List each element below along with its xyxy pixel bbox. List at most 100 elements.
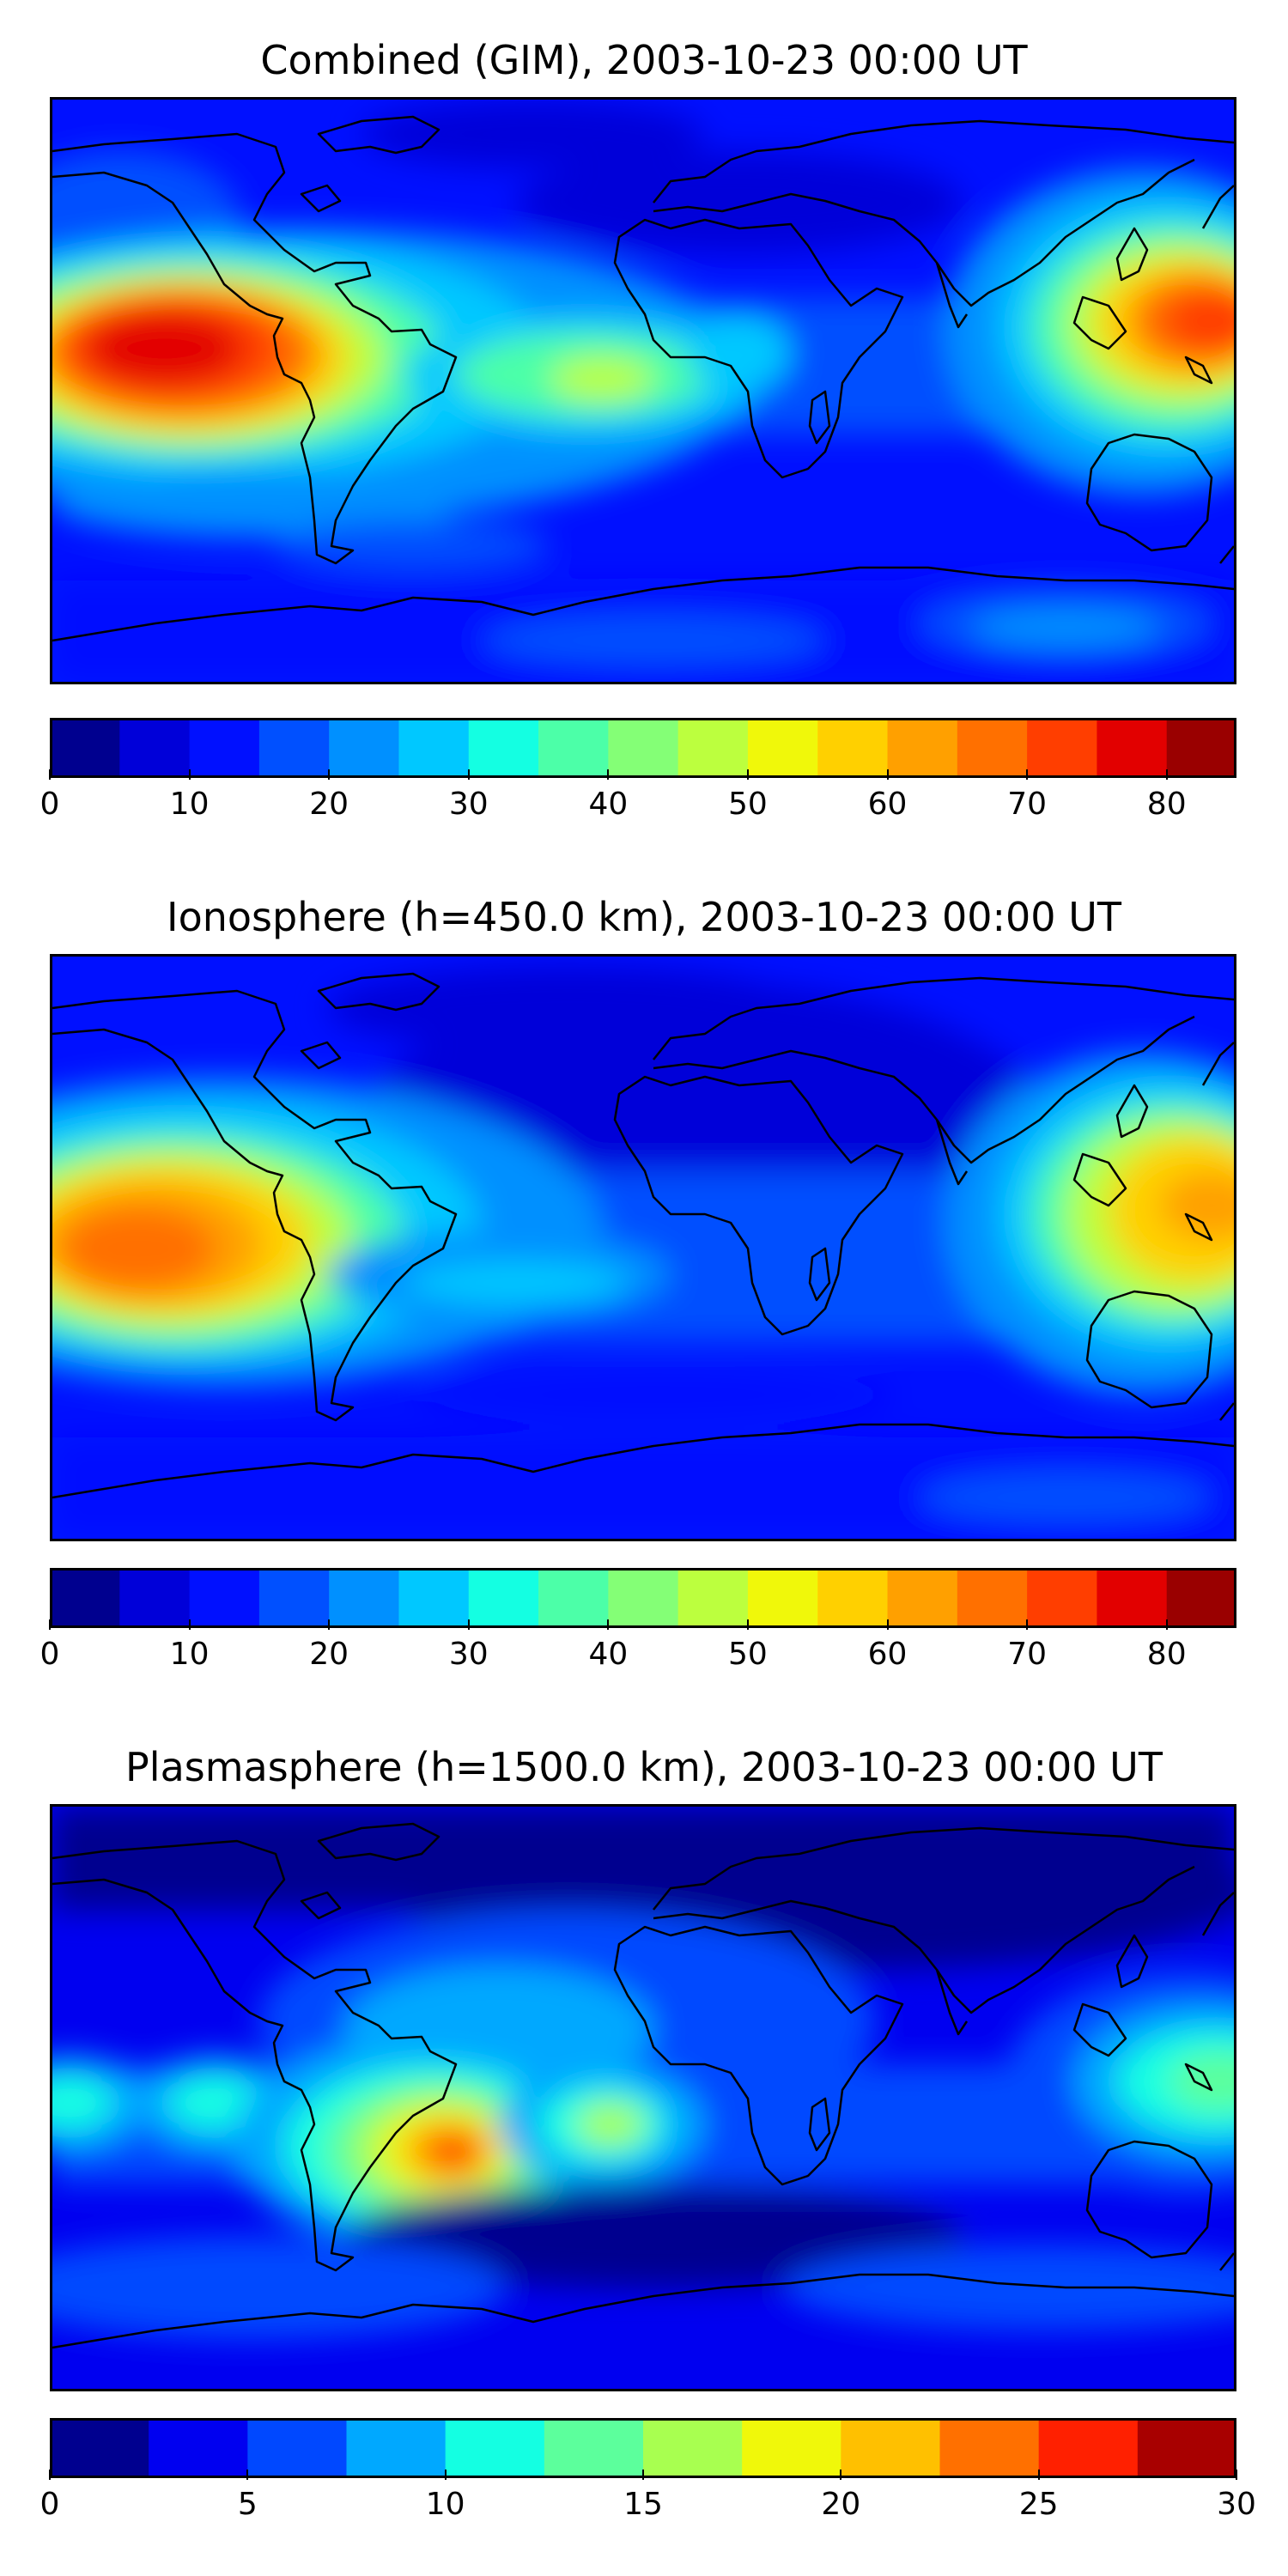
colorbar-tick-label: 70: [1007, 787, 1048, 822]
colorbar-segment: [149, 2418, 248, 2478]
map-svg: [52, 1807, 1234, 2389]
colorbar-segment: [329, 1568, 399, 1628]
colorbar-segment: [817, 718, 889, 778]
colorbar-tick-label: 0: [39, 787, 60, 822]
colorbar-tick-mark: [1165, 769, 1168, 780]
panel-title: Plasmasphere (h=1500.0 km), 2003-10-23 0…: [125, 1744, 1163, 1790]
colorbar-segment: [258, 1568, 330, 1628]
colorbar-tick-label: 80: [1146, 787, 1187, 822]
colorbar-tick-label: 20: [309, 1637, 349, 1672]
colorbar-segment: [329, 718, 399, 778]
colorbar-segment: [841, 2418, 940, 2478]
tec-map-plasmasphere: [50, 1804, 1236, 2391]
colorbar-segment: [50, 718, 120, 778]
colorbar-tick-label: 60: [867, 1637, 908, 1672]
colorbar-tick-label: 40: [588, 1637, 629, 1672]
colorbar-segment: [957, 718, 1028, 778]
colorbar-tick-label: 20: [309, 787, 349, 822]
colorbar-tick-mark: [444, 2470, 447, 2480]
colorbar-tick-mark: [886, 1619, 889, 1630]
colorbar-segment: [398, 718, 470, 778]
colorbar-segment: [1027, 718, 1097, 778]
colorbar-segment: [50, 2418, 149, 2478]
coastlines: [52, 1822, 1234, 2349]
colorbar-segment: [346, 2418, 447, 2478]
colorbar-segment: [189, 718, 260, 778]
colorbar-tick-label: 60: [867, 787, 908, 822]
colorbar-segment: [1137, 2418, 1236, 2478]
colorbar-segment: [677, 718, 749, 778]
colorbar-segment: [817, 1568, 889, 1628]
colorbar-tick-label: 20: [821, 2487, 861, 2522]
tec-map-combined: [50, 97, 1236, 684]
tec-map-ionosphere: [50, 954, 1236, 1541]
coastlines: [52, 115, 1234, 642]
colorbar-tick-mark: [746, 769, 749, 780]
colorbar-segment: [189, 1568, 260, 1628]
colorbar-tick-label: 15: [623, 2487, 663, 2522]
colorbar-segment: [1166, 718, 1236, 778]
colorbar-segment: [677, 1568, 749, 1628]
colorbar-tick-label: 40: [588, 787, 629, 822]
colorbar-tick-mark: [467, 769, 470, 780]
colorbar-tick-mark: [1037, 2470, 1040, 2480]
colorbar-segment: [608, 1568, 679, 1628]
colorbar-segment: [1027, 1568, 1097, 1628]
colorbar-tick-mark: [1236, 2470, 1237, 2480]
colorbar-segment: [643, 2418, 743, 2478]
colorbar-segment: [1038, 2418, 1139, 2478]
colorbar-segment: [258, 718, 330, 778]
colorbar-segment: [887, 1568, 958, 1628]
colorbar-ticks: 0 10 20 30 40 50 60 70 80: [40, 1619, 1236, 1673]
colorbar-tick-label: 10: [169, 787, 210, 822]
colorbar-tick-label: 25: [1018, 2487, 1059, 2522]
colorbar-border: [50, 1568, 1236, 1628]
colorbar-tick-mark: [642, 2470, 644, 2480]
colorbar-plasmasphere: [50, 2418, 1236, 2478]
colorbar-segment: [957, 1568, 1028, 1628]
panel-title: Combined (GIM), 2003-10-23 00:00 UT: [260, 37, 1028, 83]
colorbar-segment: [50, 1568, 120, 1628]
colorbar-segment: [742, 2418, 841, 2478]
colorbar-tick-mark: [49, 1619, 51, 1630]
coastlines: [52, 972, 1234, 1499]
colorbar-ticks: 0 5 10 15 20 25 30: [40, 2470, 1256, 2523]
colorbar-segment: [887, 718, 958, 778]
colorbar-tick-label: 50: [728, 1637, 768, 1672]
colorbar-segment: [1097, 1568, 1168, 1628]
colorbar-segment: [1166, 1568, 1236, 1628]
colorbar-tick-mark: [188, 769, 191, 780]
colorbar-tick-mark: [49, 769, 51, 780]
colorbar-tick-label: 30: [448, 1637, 489, 1672]
colorbar-segment: [119, 718, 191, 778]
colorbar-tick-mark: [886, 769, 889, 780]
colorbar-ionosphere: [50, 1568, 1236, 1628]
colorbar-tick-label: 30: [1217, 2487, 1256, 2522]
colorbar-segment: [247, 2418, 347, 2478]
colorbar-tick-label: 10: [425, 2487, 465, 2522]
colorbar-segment: [747, 1568, 818, 1628]
colorbar-tick-mark: [746, 1619, 749, 1630]
colorbar-tick-mark: [49, 2470, 51, 2480]
colorbar-tick-mark: [607, 769, 610, 780]
colorbar-tick-label: 50: [728, 787, 768, 822]
colorbar-tick-label: 30: [448, 787, 489, 822]
colorbar-segment: [119, 1568, 191, 1628]
colorbar-segment: [538, 1568, 609, 1628]
colorbar-tick-mark: [328, 1619, 331, 1630]
colorbar-segment: [468, 718, 539, 778]
colorbar-segment: [445, 2418, 545, 2478]
colorbar-tick-mark: [840, 2470, 842, 2480]
colorbar-border: [50, 718, 1236, 778]
colorbar-tick-mark: [1026, 769, 1029, 780]
colorbar-segment: [608, 718, 679, 778]
colorbar-tick-mark: [1026, 1619, 1029, 1630]
map-svg: [52, 100, 1234, 682]
colorbar-segment: [468, 1568, 539, 1628]
colorbar-segment: [398, 1568, 470, 1628]
colorbar-tick-mark: [1165, 1619, 1168, 1630]
map-svg: [52, 957, 1234, 1539]
colorbar-segment: [939, 2418, 1040, 2478]
colorbar-tick-label: 10: [169, 1637, 210, 1672]
colorbar-tick-label: 80: [1146, 1637, 1187, 1672]
